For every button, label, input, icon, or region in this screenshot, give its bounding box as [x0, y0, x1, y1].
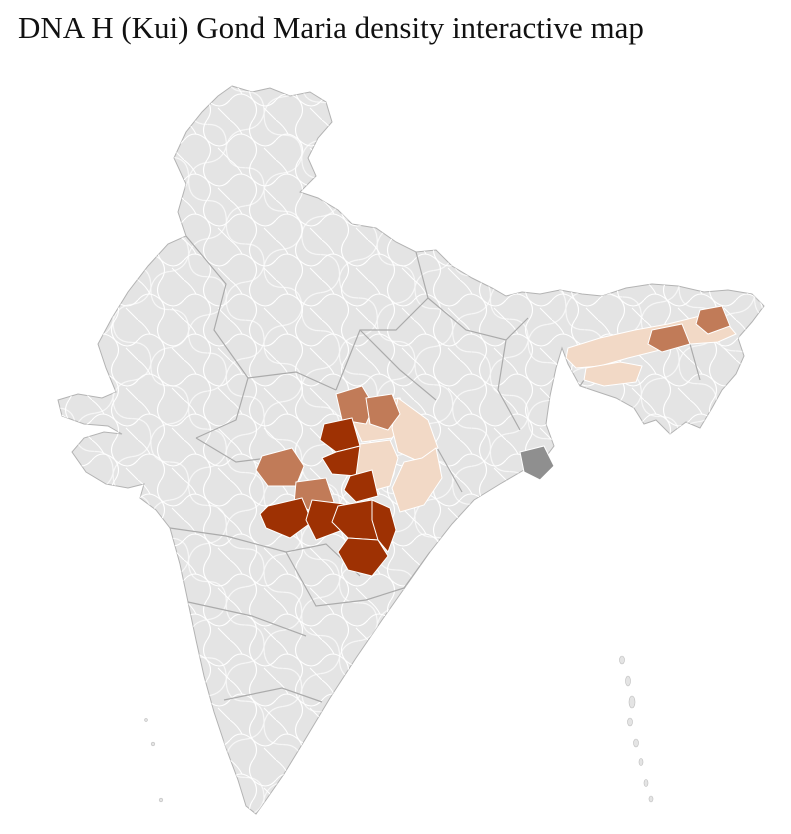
district-low-density[interactable] [391, 447, 443, 513]
high-density-districts [259, 417, 397, 577]
district-medium-density-assam[interactable] [647, 323, 691, 353]
page-title: DNA H (Kui) Gond Maria density interacti… [18, 10, 644, 45]
district-neutral-dark[interactable] [519, 445, 555, 481]
district-low-density-assam[interactable] [583, 361, 643, 387]
district-medium-density[interactable] [365, 393, 401, 431]
district-high-density[interactable] [321, 445, 361, 477]
andaman-nicobar-islands [619, 655, 654, 803]
district-medium-density-assam[interactable] [695, 305, 731, 335]
medium-density-districts [255, 305, 731, 513]
district-high-density[interactable] [343, 469, 379, 503]
district-high-density[interactable] [259, 497, 313, 539]
lakshadweep-islands [144, 718, 164, 803]
district-high-density[interactable] [371, 499, 397, 553]
